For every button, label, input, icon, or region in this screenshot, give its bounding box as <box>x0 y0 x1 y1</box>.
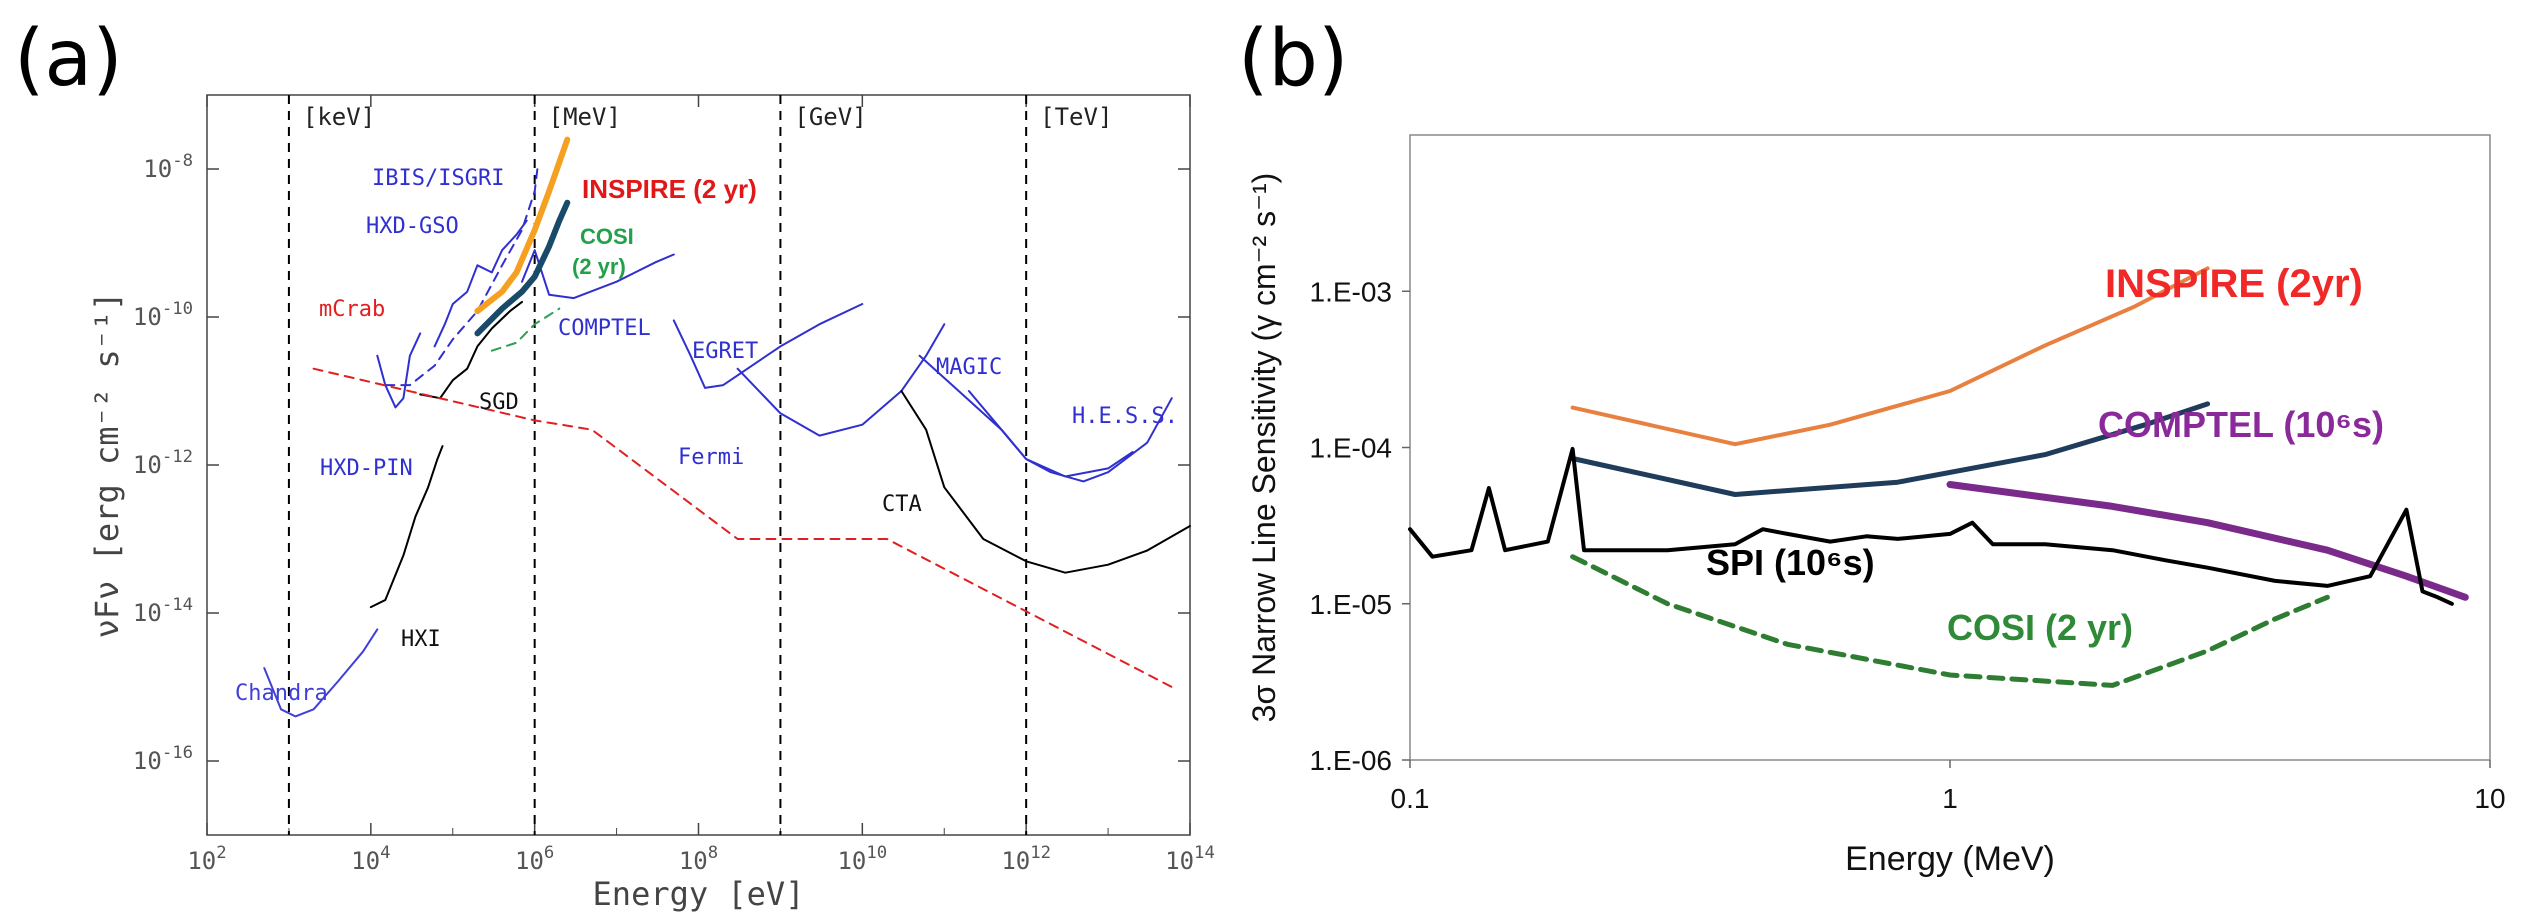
series-label-a-cta: CTA <box>882 492 922 517</box>
series-label-b-comptel-10-s: COMPTEL (10⁶s) <box>2098 404 2384 445</box>
series-label-a-h-e-s-s: H.E.S.S. <box>1072 404 1178 429</box>
series-label-a-magic: MAGIC <box>936 355 1002 380</box>
x-tick-label-a: 1010 <box>837 843 887 875</box>
y-tick-label-a: 10-16 <box>133 743 193 775</box>
series-label-b-inspire-2yr: INSPIRE (2yr) <box>2105 262 2363 306</box>
series-a-sgd <box>419 300 523 400</box>
y-tick-label-b: 1.E-06 <box>1310 745 1393 776</box>
x-tick-label-b: 1 <box>1942 783 1958 814</box>
series-b-spi-10-s <box>1408 446 2454 606</box>
series-a-hxd-pin <box>376 332 422 409</box>
series-a-mcrab <box>312 367 1173 688</box>
series-a-chandra <box>263 628 379 718</box>
series-label-a-comptel: COMPTEL <box>558 316 651 341</box>
y-tick-label-a: 10-12 <box>133 447 193 479</box>
panel-b-label: (b) <box>1238 14 1348 104</box>
x-tick-label-a: 1012 <box>1001 843 1051 875</box>
series-label-a-hxd-gso: HXD-GSO <box>366 214 459 239</box>
x-axis-title-b: Energy (MeV) <box>1845 840 2055 878</box>
series-b-unlabeled-1 <box>1570 401 2211 497</box>
series-label-a-hxi: HXI <box>401 627 441 652</box>
x-tick-label-a: 1014 <box>1165 843 1215 875</box>
series-b-inspire-2yr <box>1570 266 2210 447</box>
series-b-cosi-2-yr <box>1570 554 2330 688</box>
series-label-a-sgd: SGD <box>479 390 519 415</box>
series-a-unlabeled-15 <box>474 199 571 337</box>
x-tick-label-a: 106 <box>515 843 554 875</box>
series-label-a-hxd-pin: HXD-PIN <box>320 456 413 481</box>
y-tick-label-a: 10-14 <box>133 595 193 627</box>
series-a-ibis-isgri <box>384 162 540 387</box>
x-tick-label-b: 0.1 <box>1391 783 1430 814</box>
series-label-b-spi-10-s: SPI (10⁶s) <box>1706 542 1875 583</box>
series-a-comptel <box>521 249 675 300</box>
series-label-a-mcrab: mCrab <box>319 297 385 322</box>
x-tick-label-a: 102 <box>187 843 226 875</box>
band-label-tev: [TeV] <box>1040 103 1112 131</box>
y-tick-label-b: 1.E-04 <box>1310 433 1393 464</box>
x-tick-label-a: 104 <box>351 843 390 875</box>
series-a-fermi <box>736 323 946 437</box>
series-label-a-chandra: Chandra <box>235 681 328 706</box>
chart-b: 0.1 1 10 1.E-06 1.E-05 1.E-04 1.E-03 Energy (Me… <box>1246 134 2506 878</box>
y-tick-label-a: 10-10 <box>133 299 193 331</box>
series-b-comptel-10-s <box>1946 481 2469 601</box>
series-label-a-cosi-2-yr: COSI (2 yr) <box>572 224 634 279</box>
y-tick-label-b: 1.E-03 <box>1310 276 1393 307</box>
band-label-gev: [GeV] <box>794 103 866 131</box>
y-tick-label-a: 10-8 <box>143 151 193 183</box>
series-a-egret <box>672 303 864 389</box>
y-tick-label-b: 1.E-05 <box>1310 589 1393 620</box>
series-a-hxd-gso <box>433 219 528 348</box>
series-label-a-fermi: Fermi <box>678 445 744 470</box>
series-a-inspire-2-yr <box>474 136 571 315</box>
chart-a: 102 104 106 108 1010 1012 1014 10-16 10-14 10-12 1… <box>88 94 1215 913</box>
band-label-mev: [MeV] <box>549 103 621 131</box>
series-label-a-egret: EGRET <box>692 339 758 364</box>
series-label-a-ibis-isgri: IBIS/ISGRI <box>372 166 504 191</box>
x-axis-title-a: Energy [eV] <box>593 875 805 913</box>
x-tick-label-b: 10 <box>2474 783 2505 814</box>
series-a-h-e-s-s <box>967 390 1173 483</box>
y-axis-title-b: 3σ Narrow Line Sensitivity (γ cm⁻² s⁻¹) <box>1246 173 1282 723</box>
series-a-cosi-2-yr <box>490 307 561 352</box>
series-a-hxi <box>369 445 444 609</box>
band-label-kev: [keV] <box>303 103 375 131</box>
series-a-cta <box>900 390 1191 574</box>
series-label-b-cosi-2-yr: COSI (2 yr) <box>1947 607 2133 648</box>
y-axis-title-a: νFν [erg cm⁻² s⁻¹] <box>88 292 126 639</box>
series-label-a-inspire-2-yr: INSPIRE (2 yr) <box>582 174 757 204</box>
panel-a-label: (a) <box>14 14 123 104</box>
x-tick-label-a: 108 <box>679 843 718 875</box>
